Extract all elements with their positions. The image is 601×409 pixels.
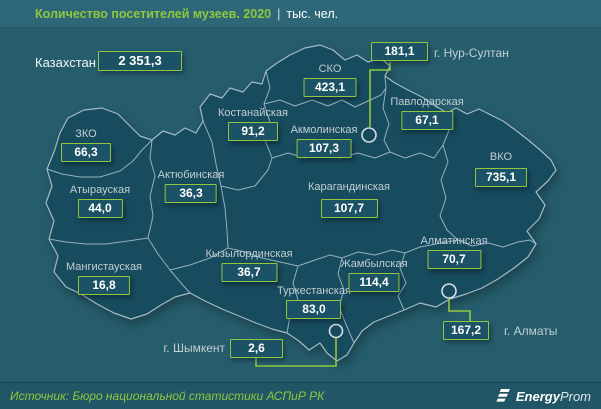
region-label: Мангистауская	[65, 261, 143, 273]
region-value: 36,7	[221, 263, 277, 282]
region-callout-karagandinskaya: Карагандинская 107,7	[308, 181, 390, 218]
region-callout-mangistauskaya: Мангистауская 16,8	[66, 261, 142, 295]
region-callout-kostanayskaya: Костанайская 91,2	[218, 107, 288, 141]
footer-bar: Источник: Бюро национальной статистики А…	[0, 382, 601, 409]
region-callout-atyrauskaya: Атырауская 44,0	[70, 184, 130, 218]
region-callout-pavlodarskaya: Павлодарская 67,1	[390, 96, 464, 130]
region-callout-kyzylordinskaya: Кызылординская 36,7	[205, 248, 293, 282]
region-value: 16,8	[78, 276, 130, 295]
country-value: 2 351,3	[98, 51, 182, 71]
city-value: 181,1	[371, 42, 428, 61]
energyprom-logo: EnergyProm	[496, 389, 591, 404]
region-label: Костанайская	[217, 107, 289, 119]
page-title: Количество посетителей музеев. 2020	[35, 6, 272, 21]
region-value: 735,1	[475, 168, 527, 187]
region-value: 114,4	[348, 273, 400, 292]
city-label-shymkent: г. Шымкент	[163, 341, 225, 355]
city-callout-shymkent: 2,6	[230, 339, 283, 358]
country-label: Казахстан	[35, 55, 96, 70]
region-value: 36,3	[165, 184, 217, 203]
energyprom-layers-icon	[496, 389, 510, 402]
region-value: 83,0	[286, 300, 342, 319]
callout-connector-nur-sultan	[369, 62, 391, 127]
region-callout-sko: СКО 423,1	[303, 63, 357, 97]
header-bar: Количество посетителей музеев. 2020 | ты…	[0, 0, 601, 28]
city-marker-almaty	[441, 283, 457, 299]
region-label: Карагандинская	[308, 181, 390, 193]
region-value: 423,1	[303, 78, 357, 97]
callout-connector-shymkent	[255, 338, 337, 367]
region-callout-aktyubinskaya: Актюбинская 36,3	[157, 169, 225, 203]
region-value: 70,7	[427, 250, 481, 269]
region-label: Кызылординская	[205, 248, 293, 260]
region-callout-zhambylskaya: Жамбылская 114,4	[340, 258, 408, 292]
city-marker-nur-sultan	[361, 127, 377, 143]
callout-connector-almaty	[448, 299, 471, 321]
region-label: ВКО	[489, 151, 513, 163]
region-label: Алматинская	[420, 235, 488, 247]
region-label: СКО	[318, 63, 342, 75]
country-value-box: 2 351,3	[98, 51, 182, 71]
region-value: 107,3	[296, 139, 352, 158]
region-label: Атырауская	[69, 184, 131, 196]
region-callout-turkestanskaya: Туркестанская 83,0	[277, 285, 351, 319]
region-callout-almatinskaya: Алматинская 70,7	[420, 235, 488, 269]
region-callout-vko: ВКО 735,1	[475, 151, 527, 187]
region-value: 44,0	[77, 199, 123, 218]
source-text: Источник: Бюро национальной статистики А…	[10, 389, 325, 403]
region-value: 91,2	[228, 122, 278, 141]
city-value: 2,6	[230, 339, 283, 358]
region-value: 67,1	[400, 111, 453, 130]
city-label-almaty: г. Алматы	[504, 324, 558, 338]
city-callout-almaty: 167,2	[443, 321, 489, 340]
region-label: Павлодарская	[390, 96, 464, 108]
city-callout-nur-sultan: 181,1	[371, 42, 428, 61]
region-label: ЗКО	[75, 128, 97, 140]
title-unit: тыс. чел.	[286, 6, 339, 21]
region-label: Жамбылская	[340, 258, 408, 270]
region-value: 66,3	[61, 143, 111, 162]
region-callout-zko: ЗКО 66,3	[61, 128, 111, 162]
city-value: 167,2	[443, 321, 489, 340]
title-separator: |	[277, 6, 281, 21]
region-label: Акмолинская	[290, 124, 358, 136]
logo-text-bold: Energy	[515, 388, 560, 404]
region-value: 107,7	[320, 199, 378, 218]
region-label: Туркестанская	[277, 285, 351, 297]
city-marker-shymkent	[328, 323, 344, 339]
region-label: Актюбинская	[157, 169, 225, 181]
logo-text-light: Prom	[559, 388, 591, 404]
city-label-nur-sultan: г. Нур-Султан	[434, 46, 509, 60]
region-callout-akmolinskaya: Акмолинская 107,3	[290, 124, 358, 158]
